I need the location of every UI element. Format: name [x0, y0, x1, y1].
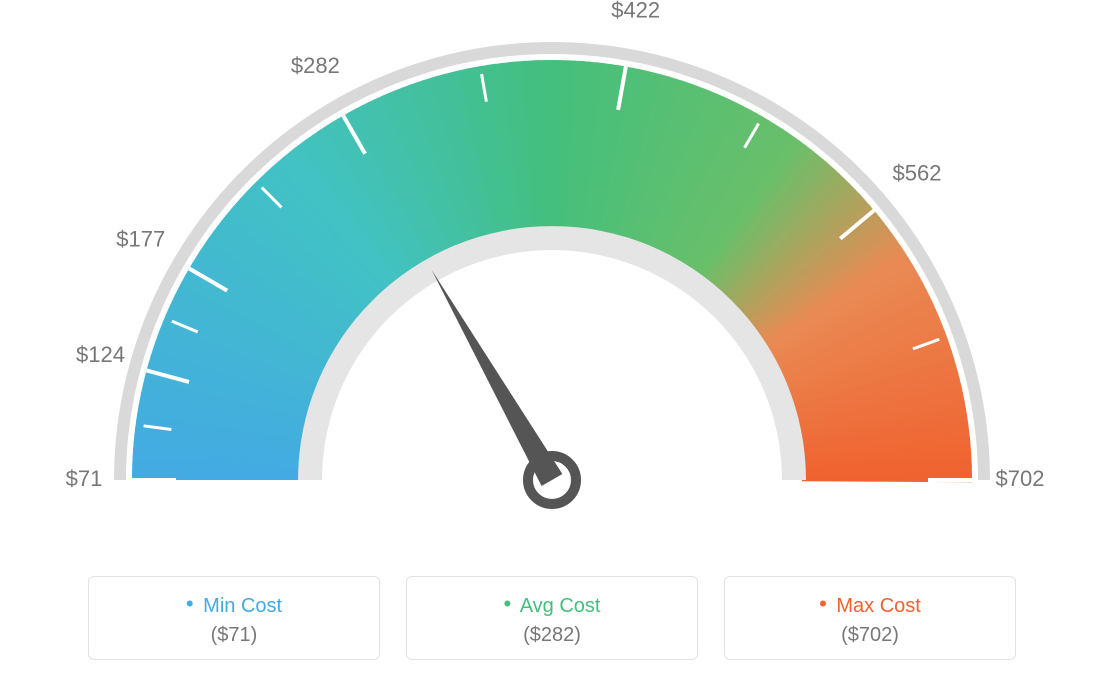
- legend-avg-value: ($282): [407, 624, 697, 647]
- gauge-svg: $71 $124 $177 $282 $422 $562 $702: [0, 0, 1104, 560]
- gauge-tick-label: $124: [76, 342, 125, 367]
- gauge-tick-label: $71: [66, 466, 103, 491]
- legend-row: • Min Cost ($71) • Avg Cost ($282) • Max…: [0, 576, 1104, 660]
- legend-avg: • Avg Cost ($282): [406, 576, 698, 660]
- gauge-tick-label: $177: [116, 226, 165, 251]
- gauge-tick-label: $702: [996, 466, 1045, 491]
- legend-min: • Min Cost ($71): [88, 576, 380, 660]
- legend-max-label: Max Cost: [836, 595, 920, 617]
- legend-avg-label: Avg Cost: [520, 595, 601, 617]
- legend-max-dot: •: [819, 591, 827, 616]
- gauge-chart: $71 $124 $177 $282 $422 $562 $702 • Min Cost (…: [0, 0, 1104, 690]
- gauge-tick-label: $422: [611, 0, 660, 22]
- legend-max: • Max Cost ($702): [724, 576, 1016, 660]
- legend-min-value: ($71): [89, 624, 379, 647]
- legend-min-label: Min Cost: [203, 595, 282, 617]
- legend-max-value: ($702): [725, 624, 1015, 647]
- legend-avg-dot: •: [504, 591, 512, 616]
- gauge-tick-label: $282: [291, 53, 340, 78]
- legend-min-dot: •: [186, 591, 194, 616]
- gauge-tick-label: $562: [892, 160, 941, 185]
